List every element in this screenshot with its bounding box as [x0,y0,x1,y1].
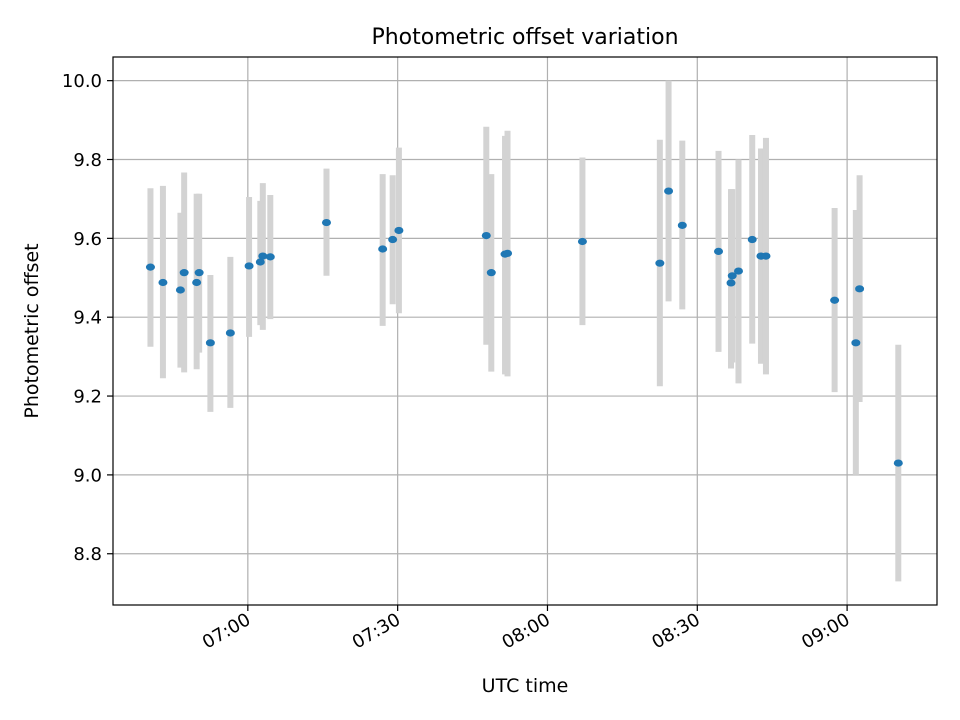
data-point [677,221,687,229]
data-point [481,231,491,240]
data-point [733,267,743,275]
data-point [664,187,674,195]
y-axis-label: Photometric offset [21,243,43,418]
data-point [194,269,204,277]
data-point [726,279,736,287]
y-tick-label: 9.8 [73,150,102,171]
data-point [830,296,840,304]
data-point [577,237,587,246]
data-point [378,245,388,253]
y-tick-label: 10.0 [62,71,102,92]
data-point [225,329,235,337]
data-points [145,187,903,467]
data-point [486,269,496,277]
y-tick-label: 9.6 [73,229,102,250]
x-axis-label: UTC time [482,675,569,697]
data-point [727,272,737,280]
data-point [205,339,215,347]
data-point [747,235,757,244]
data-point [855,285,865,293]
data-point [503,249,513,257]
grid [113,57,937,605]
data-point [258,252,268,260]
y-axis-ticks: 8.8 9.0 9.2 9.4 9.6 9.8 10.0 [62,71,113,565]
data-point [265,253,275,261]
data-point [893,459,903,467]
data-point [388,235,398,244]
data-point [179,269,189,277]
y-tick-label: 9.4 [73,308,102,329]
data-point [761,252,771,260]
data-point [714,247,724,255]
data-point [145,263,155,271]
data-point [655,259,665,267]
data-point [244,262,254,270]
data-point [175,286,185,294]
data-point [192,278,202,287]
data-point [851,339,861,347]
data-point [255,258,265,266]
y-tick-label: 9.2 [73,387,102,408]
chart-title: Photometric offset variation [371,25,678,50]
data-point [321,218,331,227]
y-tick-label: 9.0 [73,465,102,486]
y-tick-label: 8.8 [73,544,102,565]
data-point [394,226,404,235]
plot-frame [112,56,938,606]
data-point [158,278,168,287]
